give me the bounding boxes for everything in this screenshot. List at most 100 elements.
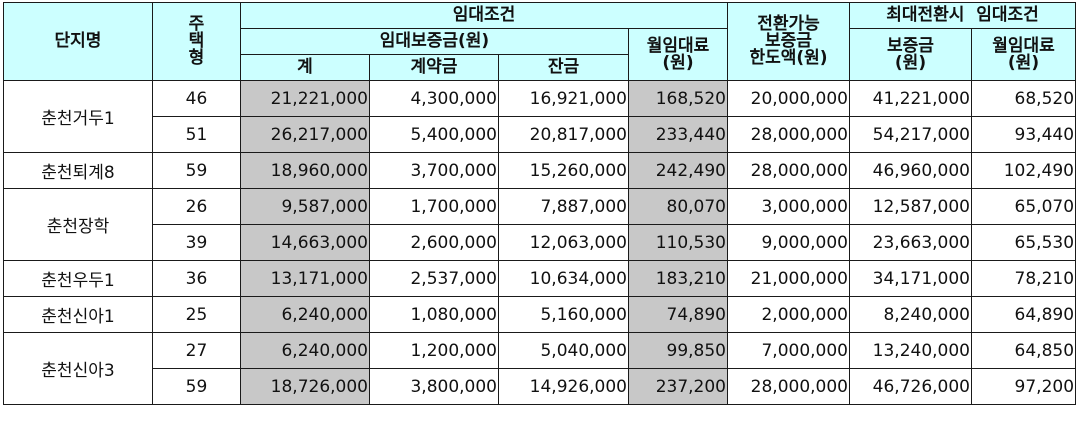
max-deposit-cell: 34,171,000 [849, 260, 972, 297]
header-housing-type: 주 택 형 [152, 2, 241, 81]
convertible-limit-cell: 9,000,000 [727, 224, 850, 261]
header-convertible-limit-2: 보증금 [765, 31, 812, 51]
header-max-rent-2: (원) [1007, 52, 1040, 73]
max-rent-cell: 65,070 [970, 188, 1077, 225]
lease-conditions-table: 단지명 주 택 형 임대조건 전환가능 보증금 한도액(원) 최대전환시 임대조… [3, 2, 1077, 405]
header-housing-type-1: 주 [188, 14, 205, 34]
contract-cell: 3,700,000 [369, 152, 499, 189]
deposit-total-cell: 26,217,000 [240, 116, 370, 153]
monthly-rent-cell: 237,200 [628, 368, 728, 405]
table-row: 춘천신아3 27 6,240,000 1,200,000 5,040,000 9… [3, 332, 1077, 405]
balance-cell: 10,634,000 [498, 260, 629, 297]
max-deposit-cell: 46,726,000 [849, 368, 972, 405]
header-lease-terms: 임대조건 [240, 2, 728, 29]
max-deposit-cell: 54,217,000 [849, 116, 972, 153]
header-max-deposit: 보증금 (원) [849, 28, 972, 81]
balance-cell: 16,921,000 [498, 80, 629, 117]
complex-name: 춘천우두1 [3, 260, 153, 297]
header-convertible-limit-1: 전환가능 [757, 14, 820, 34]
table-header: 단지명 주 택 형 임대조건 전환가능 보증금 한도액(원) 최대전환시 임대조… [3, 2, 1077, 81]
table-row: 춘천거두1 46 21,221,000 4,300,000 16,921,000… [3, 80, 1077, 153]
lease-table-container: 단지명 주 택 형 임대조건 전환가능 보증금 한도액(원) 최대전환시 임대조… [3, 2, 1077, 405]
max-deposit-cell: 41,221,000 [849, 80, 972, 117]
header-monthly-rent-2: (원) [662, 52, 694, 73]
max-deposit-cell: 46,960,000 [849, 152, 972, 189]
housing-type-cell: 59 [152, 152, 241, 189]
header-monthly-rent-1: 월임대료 [646, 35, 710, 56]
table-row: 춘천퇴계8 59 18,960,000 3,700,000 15,260,000… [3, 152, 1077, 189]
convertible-limit-cell: 28,000,000 [727, 152, 850, 189]
deposit-total-cell: 6,240,000 [240, 332, 370, 369]
max-deposit-cell: 12,587,000 [849, 188, 972, 225]
header-monthly-rent: 월임대료 (원) [628, 28, 728, 81]
table-row: 춘천우두1 36 13,171,000 2,537,000 10,634,000… [3, 260, 1077, 297]
header-max-deposit-2: (원) [894, 52, 927, 73]
convertible-limit-cell: 28,000,000 [727, 116, 850, 153]
monthly-rent-cell: 99,850 [628, 332, 728, 369]
deposit-total-cell: 6,240,000 [240, 296, 370, 333]
contract-cell: 5,400,000 [369, 116, 499, 153]
max-rent-cell: 97,200 [970, 368, 1077, 405]
header-max-rent-1: 월임대료 [992, 35, 1055, 56]
table-row: 59 18,726,000 3,800,000 14,926,000 237,2… [4, 368, 1077, 405]
balance-cell: 15,260,000 [498, 152, 629, 189]
housing-type-cell: 27 [152, 332, 241, 369]
header-max-deposit-1: 보증금 [887, 35, 934, 56]
header-housing-type-3: 형 [188, 48, 205, 68]
header-housing-type-2: 택 [188, 31, 205, 51]
balance-cell: 5,040,000 [498, 332, 629, 369]
balance-cell: 5,160,000 [498, 296, 629, 333]
contract-cell: 2,537,000 [369, 260, 499, 297]
contract-cell: 1,200,000 [369, 332, 499, 369]
housing-type-cell: 46 [152, 80, 241, 117]
complex-name: 춘천거두1 [3, 80, 153, 153]
max-deposit-cell: 23,663,000 [849, 224, 972, 261]
deposit-total-cell: 18,726,000 [240, 368, 370, 405]
max-rent-cell: 93,440 [970, 116, 1077, 153]
housing-type-cell: 51 [152, 116, 241, 153]
contract-cell: 1,700,000 [369, 188, 499, 225]
monthly-rent-cell: 242,490 [628, 152, 728, 189]
contract-cell: 1,080,000 [369, 296, 499, 333]
convertible-limit-cell: 7,000,000 [727, 332, 850, 369]
balance-cell: 20,817,000 [498, 116, 629, 153]
table-row: 춘천장학 26 9,587,000 1,700,000 7,887,000 80… [3, 188, 1077, 261]
monthly-rent-cell: 168,520 [628, 80, 728, 117]
max-rent-cell: 64,890 [970, 296, 1077, 333]
monthly-rent-cell: 80,070 [628, 188, 728, 225]
convertible-limit-cell: 21,000,000 [727, 260, 850, 297]
header-total: 계 [240, 54, 370, 81]
max-rent-cell: 68,520 [970, 80, 1077, 117]
complex-name: 춘천신아3 [3, 332, 153, 405]
complex-name: 춘천장학 [3, 188, 153, 261]
balance-cell: 14,926,000 [498, 368, 629, 405]
header-balance: 잔금 [498, 54, 629, 81]
header-contract: 계약금 [369, 54, 499, 81]
housing-type-cell: 39 [152, 224, 241, 261]
housing-type-cell: 26 [152, 188, 241, 225]
table-row: 39 14,663,000 2,600,000 12,063,000 110,5… [4, 224, 1077, 261]
monthly-rent-cell: 183,210 [628, 260, 728, 297]
max-rent-cell: 102,490 [970, 152, 1077, 189]
complex-name: 춘천신아1 [3, 296, 153, 333]
max-rent-cell: 65,530 [970, 224, 1077, 261]
monthly-rent-cell: 110,530 [628, 224, 728, 261]
deposit-total-cell: 9,587,000 [240, 188, 370, 225]
balance-cell: 7,887,000 [498, 188, 629, 225]
max-deposit-cell: 13,240,000 [849, 332, 972, 369]
header-convertible-limit-3: 한도액(원) [749, 48, 828, 68]
monthly-rent-cell: 233,440 [628, 116, 728, 153]
complex-name: 춘천퇴계8 [3, 152, 153, 189]
deposit-total-cell: 14,663,000 [240, 224, 370, 261]
max-rent-cell: 78,210 [970, 260, 1077, 297]
housing-type-cell: 59 [152, 368, 241, 405]
convertible-limit-cell: 2,000,000 [727, 296, 850, 333]
header-complex-name: 단지명 [3, 2, 153, 81]
header-max-rent: 월임대료 (원) [970, 28, 1077, 81]
header-convertible-limit: 전환가능 보증금 한도액(원) [727, 2, 850, 81]
housing-type-cell: 25 [152, 296, 241, 333]
contract-cell: 3,800,000 [369, 368, 499, 405]
header-max-conversion: 최대전환시 임대조건 [848, 2, 1077, 29]
deposit-total-cell: 18,960,000 [240, 152, 370, 189]
deposit-total-cell: 21,221,000 [240, 80, 370, 117]
